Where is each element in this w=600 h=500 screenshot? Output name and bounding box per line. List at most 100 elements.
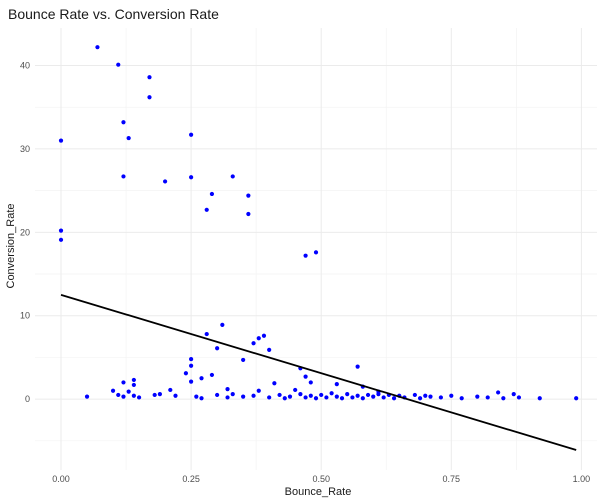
x-tick-label: 0.50 <box>312 474 330 484</box>
data-point <box>267 347 272 353</box>
y-axis-title: Conversion_Rate <box>5 204 17 289</box>
data-point <box>230 174 235 179</box>
data-point <box>267 395 272 400</box>
data-point <box>329 391 334 396</box>
x-tick-label: 1.00 <box>573 474 591 484</box>
data-point <box>511 392 516 397</box>
regression-line-layer <box>60 294 577 451</box>
data-point <box>168 387 173 393</box>
data-point <box>303 395 308 400</box>
data-point <box>391 396 397 401</box>
data-point <box>204 331 209 337</box>
data-point <box>131 377 136 383</box>
data-point <box>475 394 480 399</box>
data-point <box>189 363 194 368</box>
data-point <box>303 374 308 379</box>
data-point <box>116 62 121 67</box>
data-point <box>459 396 464 401</box>
data-point <box>246 193 251 198</box>
data-point <box>126 389 131 394</box>
x-tick-label: 0.75 <box>443 474 461 484</box>
data-point <box>334 394 339 399</box>
y-tick-label: 40 <box>20 61 30 71</box>
x-tick-label: 0.00 <box>52 474 70 484</box>
chart-title: Bounce Rate vs. Conversion Rate <box>8 6 219 22</box>
data-point <box>58 138 64 143</box>
data-point <box>189 356 194 362</box>
data-point <box>230 392 235 397</box>
data-point <box>189 379 194 384</box>
data-point <box>256 388 261 393</box>
data-point <box>449 393 454 398</box>
data-point <box>84 394 90 399</box>
data-point <box>339 396 345 401</box>
data-point <box>246 211 251 217</box>
data-point <box>209 191 215 197</box>
data-point <box>215 392 220 398</box>
data-point <box>272 381 277 386</box>
data-point <box>438 395 443 400</box>
scatter-points <box>58 45 579 401</box>
data-point <box>199 376 204 381</box>
y-tick-label: 20 <box>20 227 30 237</box>
data-point <box>152 392 157 398</box>
data-point <box>537 396 542 401</box>
data-point <box>121 120 126 125</box>
data-point <box>282 396 287 401</box>
data-point <box>173 393 178 398</box>
data-point <box>412 392 417 398</box>
data-point <box>58 228 64 233</box>
y-tick-label: 0 <box>25 394 30 404</box>
x-axis-ticks: 0.00 0.25 0.50 0.75 1.00 <box>52 474 590 484</box>
data-point <box>350 395 355 400</box>
data-point <box>256 336 261 341</box>
data-point <box>241 394 246 399</box>
data-point <box>293 387 298 393</box>
data-point <box>147 95 152 100</box>
data-point <box>381 395 386 400</box>
data-point <box>516 395 522 400</box>
data-point <box>251 393 256 398</box>
data-point <box>308 393 313 398</box>
data-point <box>199 396 204 401</box>
data-point <box>324 395 329 400</box>
data-point <box>215 346 220 351</box>
data-point <box>194 394 199 399</box>
data-point <box>183 371 189 376</box>
data-point <box>116 392 121 398</box>
data-point <box>110 388 116 393</box>
data-point <box>121 394 126 399</box>
data-point <box>334 382 339 387</box>
data-point <box>308 380 313 385</box>
data-point <box>574 396 579 401</box>
data-point <box>189 175 194 180</box>
data-point <box>147 75 152 80</box>
data-point <box>189 132 194 137</box>
data-point <box>131 382 136 388</box>
y-tick-label: 30 <box>20 144 30 154</box>
data-point <box>261 333 267 338</box>
data-point <box>220 322 225 327</box>
data-point <box>126 135 131 141</box>
data-point <box>225 395 230 400</box>
data-point <box>417 396 423 401</box>
data-point <box>355 364 360 369</box>
data-point <box>303 253 308 258</box>
data-point <box>162 179 168 184</box>
data-point <box>365 392 371 398</box>
data-point <box>287 394 293 399</box>
data-point <box>131 393 136 398</box>
data-point <box>136 395 142 400</box>
data-point <box>313 396 319 401</box>
data-point <box>225 387 230 392</box>
data-point <box>360 396 365 401</box>
data-point <box>95 45 100 50</box>
data-point <box>298 392 303 397</box>
data-point <box>345 392 350 397</box>
data-point <box>121 380 126 385</box>
data-point <box>204 207 209 212</box>
data-point <box>209 372 215 378</box>
data-point <box>501 396 506 401</box>
data-point <box>251 341 256 346</box>
